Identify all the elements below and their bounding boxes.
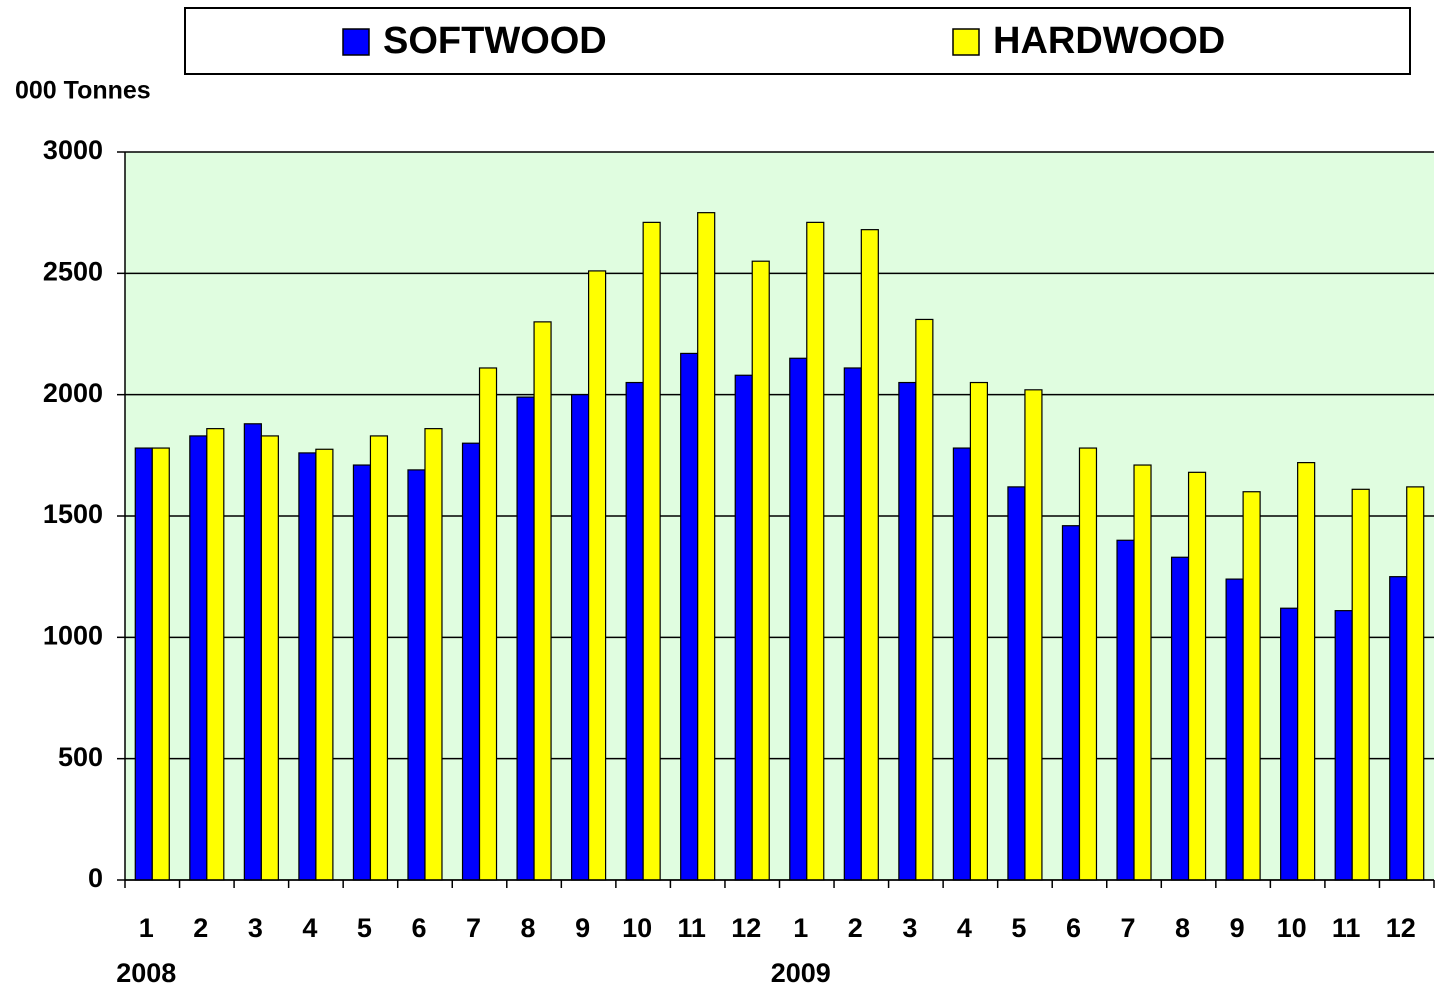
- bar: [189, 435, 208, 881]
- x-tick-label: 3: [902, 913, 917, 943]
- x-group-label: 2009: [771, 958, 831, 988]
- bar: [1078, 447, 1098, 881]
- bar: [1187, 471, 1207, 881]
- bar: [298, 452, 317, 881]
- x-tick-label: 6: [411, 913, 426, 943]
- x-tick-label: 12: [731, 913, 761, 943]
- bar: [315, 448, 334, 881]
- bar: [952, 447, 971, 881]
- x-tick-label: 12: [1386, 913, 1416, 943]
- legend-swatch: [952, 28, 980, 56]
- x-tick-label: 8: [1175, 913, 1190, 943]
- bar: [206, 428, 225, 881]
- legend-box: [184, 7, 1411, 75]
- bar: [734, 374, 753, 881]
- bar: [1297, 462, 1316, 881]
- legend-swatch: [342, 28, 370, 56]
- y-tick-label: 1000: [43, 620, 103, 650]
- bar: [751, 260, 770, 881]
- x-tick-label: 5: [1011, 913, 1026, 943]
- x-tick-label: 11: [677, 913, 706, 943]
- x-tick-label: 8: [521, 913, 536, 943]
- legend-label: SOFTWOOD: [383, 20, 607, 62]
- x-tick-label: 2: [193, 913, 208, 943]
- bar: [1061, 525, 1081, 881]
- bar: [151, 447, 170, 881]
- bar: [1116, 539, 1135, 881]
- bar: [642, 221, 661, 881]
- bar: [1133, 464, 1152, 881]
- bar: [1334, 610, 1353, 881]
- y-axis-label: 000 Tonnes: [15, 77, 151, 105]
- bar: [1280, 607, 1299, 881]
- bar: [352, 464, 372, 881]
- bar: [407, 469, 426, 881]
- x-tick-label: 4: [957, 913, 972, 943]
- bar: [1024, 389, 1043, 881]
- bar: [860, 229, 879, 881]
- bar: [461, 442, 481, 881]
- bar: [898, 381, 917, 881]
- x-tick-label: 1: [139, 913, 154, 943]
- y-tick-label: 500: [58, 742, 103, 772]
- bar: [134, 447, 153, 881]
- bar: [478, 367, 498, 881]
- bar: [843, 367, 862, 881]
- x-tick-label: 2: [848, 913, 863, 943]
- y-tick-label: 2000: [43, 378, 103, 408]
- y-tick-label: 1500: [43, 499, 103, 529]
- bar: [1351, 488, 1370, 881]
- bar: [1007, 486, 1026, 881]
- bar: [789, 357, 808, 881]
- bar: [806, 221, 825, 881]
- y-tick-label: 0: [88, 863, 103, 893]
- bar: [680, 352, 699, 881]
- x-tick-label: 3: [248, 913, 263, 943]
- bar: [1406, 486, 1425, 881]
- bar: [1225, 578, 1244, 881]
- bar: [369, 435, 389, 881]
- bar: [1242, 491, 1261, 881]
- bar: [969, 381, 988, 881]
- bar: [625, 381, 644, 881]
- bar: [243, 423, 262, 881]
- x-tick-label: 11: [1332, 913, 1361, 943]
- bar: [697, 212, 716, 881]
- bar: [915, 318, 934, 881]
- bar: [571, 394, 590, 881]
- bar: [260, 435, 279, 881]
- x-tick-label: 9: [1230, 913, 1245, 943]
- bar: [533, 321, 552, 881]
- bar: [588, 270, 607, 881]
- bar: [1389, 576, 1408, 881]
- bar: [516, 396, 535, 881]
- x-tick-label: 4: [302, 913, 317, 943]
- x-tick-label: 5: [357, 913, 372, 943]
- y-tick-label: 2500: [43, 256, 103, 286]
- bar: [1170, 556, 1190, 881]
- y-tick-label: 3000: [43, 135, 103, 165]
- x-tick-label: 10: [622, 913, 652, 943]
- x-tick-label: 7: [466, 913, 481, 943]
- x-tick-label: 1: [793, 913, 808, 943]
- x-tick-label: 10: [1277, 913, 1307, 943]
- x-tick-label: 7: [1121, 913, 1136, 943]
- bar: [424, 428, 443, 881]
- legend-label: HARDWOOD: [993, 20, 1225, 62]
- x-group-label: 2008: [116, 958, 176, 988]
- x-tick-label: 6: [1066, 913, 1081, 943]
- x-tick-label: 9: [575, 913, 590, 943]
